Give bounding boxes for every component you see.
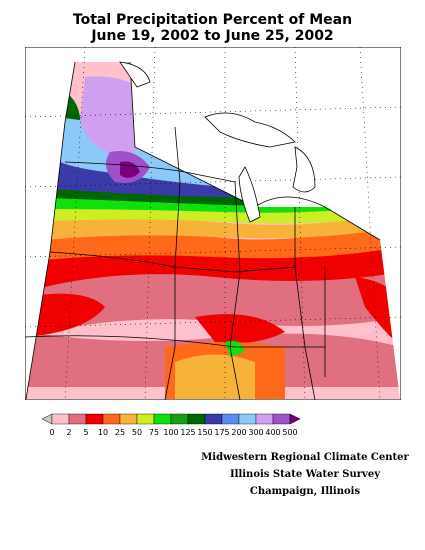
- legend-label: 2: [66, 428, 71, 437]
- map-date-range: June 19, 2002 to June 25, 2002: [91, 28, 334, 44]
- legend-arrow-high: [289, 413, 301, 425]
- credit-center: Midwestern Regional Climate Center: [201, 452, 409, 463]
- legend-label: 200: [231, 428, 246, 437]
- legend-label: 500: [282, 428, 297, 437]
- state-boundaries: [25, 61, 381, 400]
- legend-swatch: [170, 413, 189, 425]
- great-lakes: [119, 61, 316, 223]
- legend-swatch: [238, 413, 257, 425]
- legend-label: 175: [214, 428, 229, 437]
- map-title: Total Precipitation Percent of Mean: [72, 12, 353, 28]
- legend-label: 25: [115, 428, 125, 437]
- legend-label: 10: [98, 428, 108, 437]
- legend-swatch: [119, 413, 138, 425]
- legend-label: 75: [149, 428, 159, 437]
- legend-label: 125: [180, 428, 195, 437]
- legend-label: 5: [83, 428, 88, 437]
- legend-label: 300: [248, 428, 263, 437]
- legend-swatch: [187, 413, 206, 425]
- color-legend: 0 2 5 10 25 50 75 100 125 150 175 200 300 400 500: [41, 413, 301, 437]
- legend-label: 150: [197, 428, 212, 437]
- legend-swatch: [204, 413, 223, 425]
- legend-label: 100: [163, 428, 178, 437]
- legend-swatch: [102, 413, 121, 425]
- precipitation-map: [25, 47, 401, 400]
- legend-label: 50: [132, 428, 142, 437]
- legend-swatch: [255, 413, 274, 425]
- legend-arrow-low: [41, 413, 53, 425]
- legend-swatch: [221, 413, 240, 425]
- legend-swatch: [51, 413, 70, 425]
- credit-location: Champaign, Illinois: [249, 486, 361, 497]
- legend-label: 400: [265, 428, 280, 437]
- credit-survey: Illinois State Water Survey: [229, 469, 381, 480]
- legend-swatch: [68, 413, 87, 425]
- legend-label: 0: [49, 428, 54, 437]
- legend-swatch: [272, 413, 291, 425]
- legend-swatch: [85, 413, 104, 425]
- legend-swatch: [136, 413, 155, 425]
- legend-swatch: [153, 413, 172, 425]
